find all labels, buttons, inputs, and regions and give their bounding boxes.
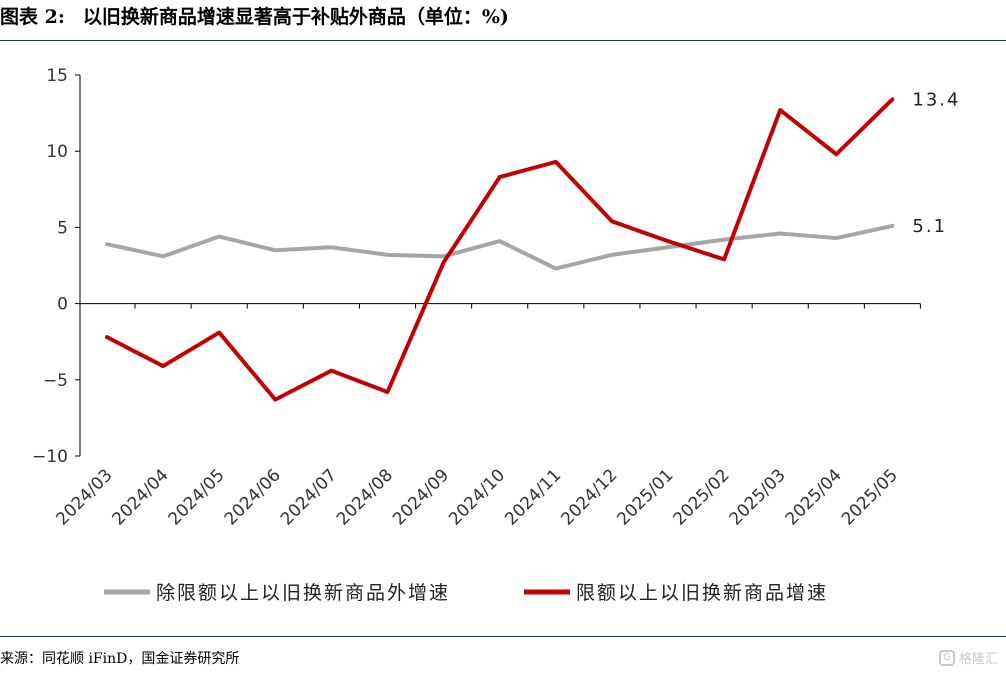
x-tick-label: 2024/07 [277, 465, 341, 529]
series-end-label-1: 5.1 [912, 216, 947, 237]
x-tick-label: 2025/01 [613, 465, 677, 529]
y-tick-label: 15 [46, 66, 68, 86]
x-tick-label: 2024/03 [52, 465, 116, 529]
x-tick-label: 2024/12 [557, 465, 621, 529]
x-tick-label: 2025/03 [726, 465, 790, 529]
chart-labels: 5.1 13.4 [912, 89, 960, 237]
line-chart: −10−50510152024/032024/042024/052024/062… [32, 66, 960, 604]
x-tick-label: 2024/09 [389, 465, 453, 529]
watermark-text: 格隆汇 [958, 652, 998, 667]
y-tick-label: −5 [43, 371, 68, 391]
legend-label-1: 除限额以上以旧换新商品外增速 [156, 582, 450, 604]
x-tick-label: 2024/06 [221, 465, 285, 529]
chart-legend: 除限额以上以旧换新商品外增速 限额以上以旧换新商品增速 [104, 582, 828, 604]
x-tick-label: 2024/05 [165, 465, 229, 529]
title-divider [0, 40, 1006, 41]
footer-divider [0, 636, 1006, 637]
x-tick-label: 2025/02 [670, 465, 734, 529]
x-tick-label: 2025/04 [782, 465, 846, 529]
series-line-2 [105, 97, 895, 402]
series-line-1 [105, 223, 895, 271]
x-tick-label: 2024/04 [109, 465, 173, 529]
x-tick-label: 2024/10 [445, 465, 509, 529]
x-tick-label: 2024/08 [333, 465, 397, 529]
y-tick-label: 0 [57, 295, 68, 315]
figure-label: 图表 2: [0, 6, 65, 28]
y-tick-label: −10 [32, 447, 68, 467]
watermark: G 格隆汇 [938, 648, 998, 667]
y-tick-label: 5 [57, 218, 68, 238]
source-note: 来源：同花顺 iFinD，国金证券研究所 [0, 651, 240, 667]
legend-label-2: 限额以上以旧换新商品增速 [576, 582, 828, 604]
series-end-label-2: 13.4 [912, 89, 960, 110]
chart-lines [105, 97, 895, 402]
chart-axes: −10−50510152024/032024/042024/052024/062… [32, 66, 921, 529]
chart-title: 图表 2: 以旧换新商品增速显著高于补贴外商品（单位：%) [0, 0, 1006, 34]
x-tick-label: 2025/05 [838, 465, 902, 529]
y-tick-label: 10 [46, 142, 68, 162]
watermark-logo-icon: G [938, 649, 955, 666]
figure-title: 以旧换新商品增速显著高于补贴外商品（单位：%) [82, 6, 509, 28]
x-tick-label: 2024/11 [501, 465, 565, 529]
